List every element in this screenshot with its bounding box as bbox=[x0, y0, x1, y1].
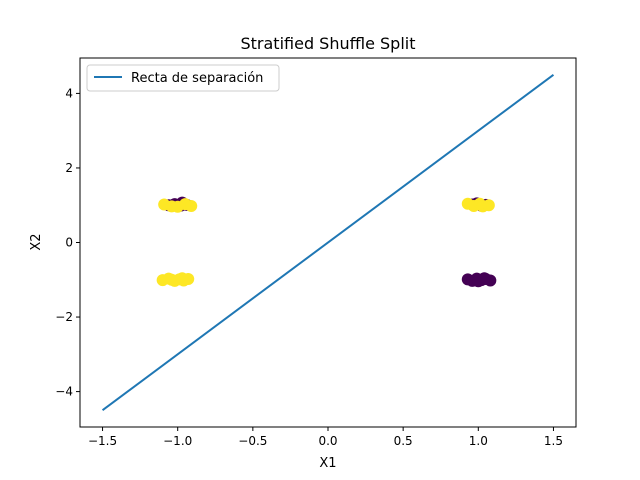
chart-title: Stratified Shuffle Split bbox=[240, 34, 415, 53]
legend: Recta de separación bbox=[86, 64, 280, 92]
y-tick-label: 0 bbox=[65, 236, 73, 250]
x-tick-label: 0.0 bbox=[318, 434, 337, 448]
y-tick-label: −4 bbox=[55, 385, 73, 399]
y-tick-label: 4 bbox=[65, 86, 73, 100]
scatter-point bbox=[478, 272, 491, 285]
x-tick-label: 0.5 bbox=[394, 434, 413, 448]
y-tick-label: 2 bbox=[65, 161, 73, 175]
scatter-point bbox=[482, 199, 495, 212]
scatter-point bbox=[176, 272, 189, 285]
legend-box bbox=[86, 64, 280, 92]
x-tick-label: −1.5 bbox=[88, 434, 117, 448]
x-tick-label: 1.0 bbox=[469, 434, 488, 448]
scatter-point bbox=[165, 273, 178, 286]
scatter-layer bbox=[156, 196, 497, 288]
x-tick-label: −0.5 bbox=[238, 434, 267, 448]
y-tick-label: −2 bbox=[55, 310, 73, 324]
y-axis-ticks: −4 −2 0 2 4 bbox=[55, 86, 80, 399]
x-axis-label: X1 bbox=[319, 456, 336, 471]
plot-area bbox=[80, 58, 576, 427]
y-axis-label: X2 bbox=[29, 233, 44, 250]
legend-entry-label: Recta de separación bbox=[131, 71, 263, 86]
separation-line bbox=[101, 73, 555, 412]
x-tick-label: 1.5 bbox=[544, 434, 563, 448]
x-axis-ticks: −1.5 −1.0 −0.5 0.0 0.5 1.0 1.5 bbox=[88, 427, 563, 448]
scatter-point bbox=[185, 199, 198, 212]
line-layer bbox=[101, 73, 555, 412]
x-tick-label: −1.0 bbox=[163, 434, 192, 448]
